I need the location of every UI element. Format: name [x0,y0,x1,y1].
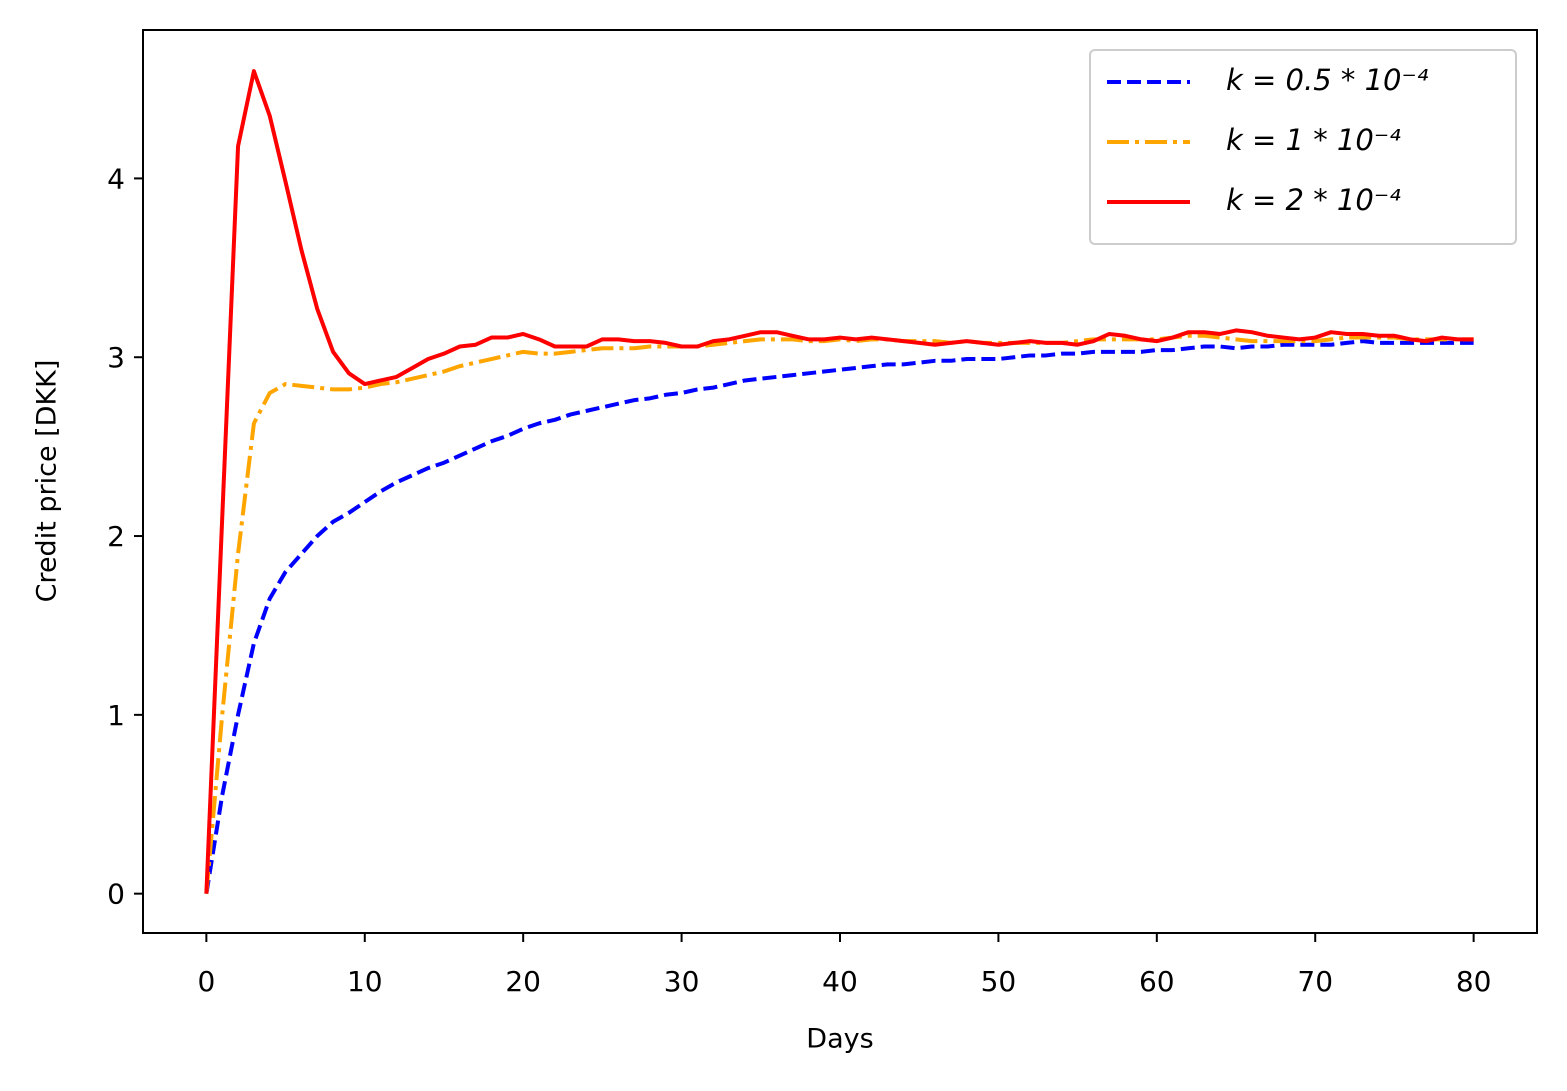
y-axis-label: Credit price [DKK] [32,360,63,603]
x-tick-label: 0 [197,965,215,998]
y-tick-label: 2 [107,520,125,553]
legend-label: k = 1 * 10⁻⁴ [1226,123,1401,157]
x-tick-label: 30 [664,965,700,998]
legend-box [1089,49,1517,245]
legend: k = 0.5 * 10⁻⁴ k = 1 * 10⁻⁴ k = 2 * 10⁻⁴ [1089,49,1517,245]
y-tick-label: 1 [107,699,125,732]
y-tick-label: 4 [107,162,125,195]
series-line [204,69,1474,894]
y-tick-label: 3 [107,341,125,374]
x-tick-label: 80 [1456,965,1492,998]
x-tick-label: 70 [1297,965,1333,998]
x-tick-label: 10 [347,965,383,998]
x-tick-label: 20 [505,965,541,998]
series-line [204,339,1474,894]
legend-label: k = 2 * 10⁻⁴ [1226,183,1401,217]
x-axis-label: Days [806,1024,873,1055]
x-tick-label: 50 [981,965,1017,998]
legend-label: k = 0.5 * 10⁻⁴ [1226,63,1429,97]
y-tick-label: 0 [107,878,125,911]
plot-area [204,69,1474,894]
x-tick-label: 40 [822,965,858,998]
x-tick-label: 60 [1139,965,1175,998]
